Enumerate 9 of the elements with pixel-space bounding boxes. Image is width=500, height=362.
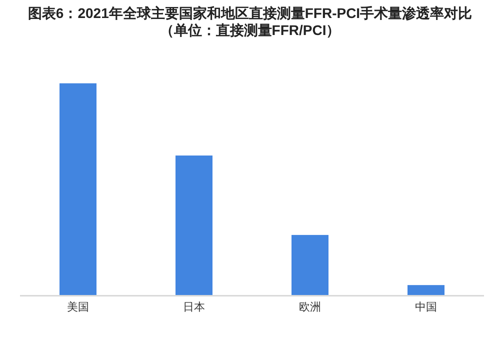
x-tick-label: 欧洲: [299, 300, 321, 314]
bar: [60, 83, 96, 296]
bar: [176, 156, 212, 296]
bar: [408, 285, 444, 296]
x-tick-label: 美国: [67, 300, 89, 314]
x-tick-label: 中国: [415, 300, 437, 314]
chart-title: 图表6：2021年全球主要国家和地区直接测量FFR-PCI手术量渗透率对比（单位：直接测量FFR/PCI）: [28, 5, 472, 38]
x-tick-label: 日本: [183, 300, 205, 314]
bar: [292, 234, 328, 296]
